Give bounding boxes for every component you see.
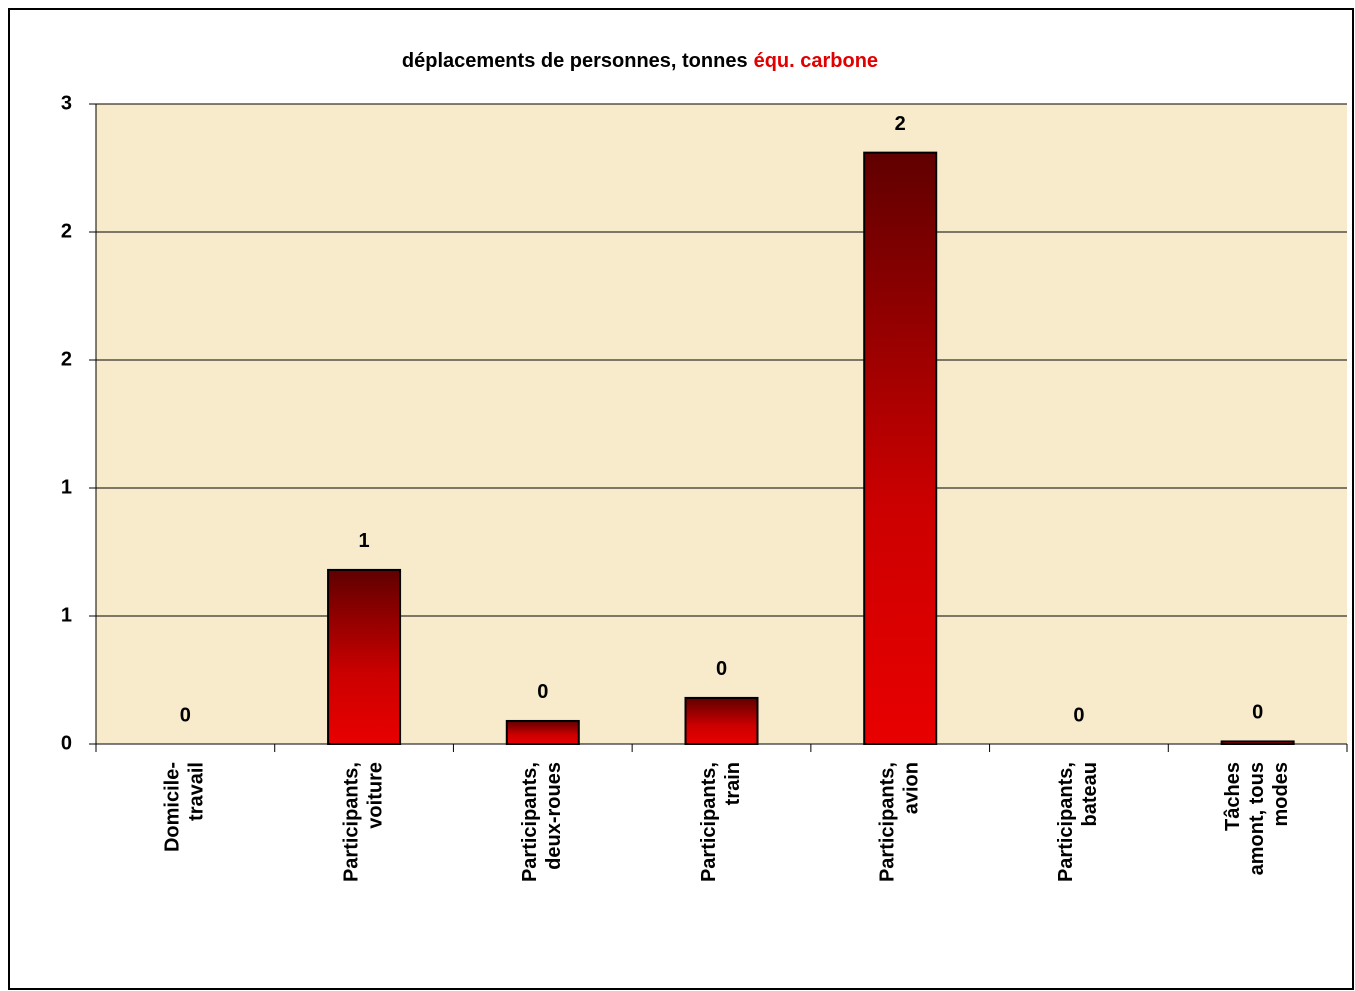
y-tick-label: 3 [61,92,72,114]
data-label: 2 [895,113,906,135]
data-label: 0 [716,658,727,680]
x-tick-label: Tâches [1222,762,1244,831]
data-label: 0 [1073,704,1084,726]
x-tick-label: Participants, [876,762,898,882]
data-label: 0 [537,681,548,703]
x-tick-label: bateau [1079,762,1101,826]
x-tick-label: Domicile- [162,762,184,852]
title-part: déplacements de personnes, tonnes [402,50,748,72]
y-tick-label: 1 [61,604,72,626]
x-tick-label: modes [1270,762,1292,826]
x-tick-label: Participants, [698,762,720,882]
title-part: équ. carbone [754,50,878,72]
plot-area [96,104,1347,744]
data-label: 1 [359,530,370,552]
x-tick-label: train [722,762,744,805]
y-tick-label: 0 [61,732,72,754]
y-tick-label: 2 [61,220,72,242]
bar [327,568,402,745]
x-tick-label: avion [900,762,922,814]
x-tick-label: travail [186,762,208,821]
x-tick-label: Participants, [1055,762,1077,882]
x-tick-label: amont, tous [1246,762,1268,875]
bar [684,696,759,745]
bar [863,151,938,745]
data-label: 0 [1252,702,1263,724]
bar [505,719,580,746]
x-tick-label: Participants, [340,762,362,882]
chart-title: déplacements de personnes, tonnes équ. ca… [402,50,878,72]
y-tick-label: 2 [61,348,72,370]
x-tick-label: Participants, [519,762,541,882]
x-tick-label: voiture [364,762,386,829]
x-tick-label: deux-roues [543,762,565,870]
data-label: 0 [180,704,191,726]
y-tick-label: 1 [61,476,72,498]
